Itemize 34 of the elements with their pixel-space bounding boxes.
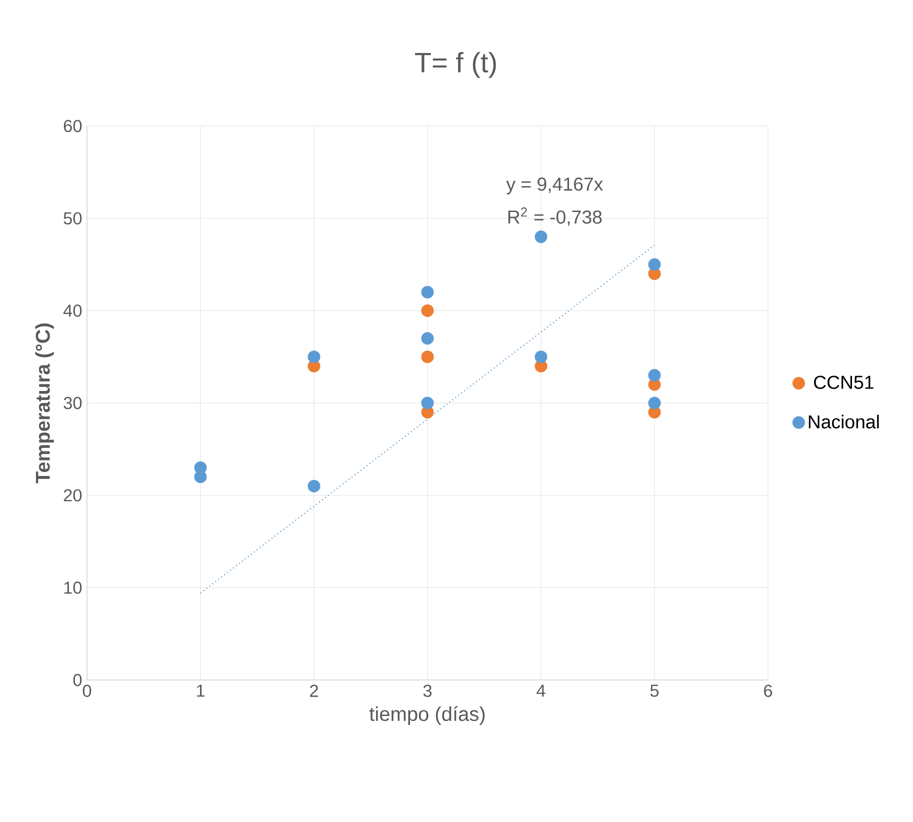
x-tick-label: 0	[82, 684, 92, 697]
point	[421, 332, 434, 345]
y-tick-label: 60	[64, 120, 82, 132]
point	[421, 396, 434, 410]
point	[194, 461, 207, 474]
y-tick-label: 50	[64, 212, 82, 224]
x-tick-label: 4	[536, 684, 546, 697]
point	[308, 480, 320, 492]
x-tick-label: 3	[423, 684, 432, 697]
point	[421, 304, 434, 317]
legend-label: CCN51	[814, 376, 874, 389]
point	[648, 396, 661, 410]
point	[648, 369, 661, 382]
point	[421, 350, 434, 364]
point	[648, 258, 661, 271]
point	[421, 286, 434, 298]
point	[308, 350, 320, 364]
x-axis-title: tiempo (días)	[369, 706, 485, 726]
point	[534, 350, 548, 364]
y-tick-label: 40	[63, 304, 82, 317]
chart-title: T= f (t)	[415, 52, 496, 78]
x-tick-label: 6	[764, 684, 772, 697]
x-tick-label: 2	[310, 684, 318, 697]
point	[534, 230, 548, 244]
legend-label: Nacional	[808, 414, 879, 428]
x-tick-label: 5	[650, 684, 659, 697]
y-tick-label: 20	[64, 489, 82, 502]
y-axis-title: Temperatura (°C)	[35, 324, 54, 484]
x-tick-label: 1	[197, 684, 204, 697]
y-tick-label: 0	[73, 674, 82, 686]
y-tick-label: 10	[64, 582, 82, 594]
annotation: R$^{2}$ = -0,738	[508, 207, 602, 226]
y-tick-label: 30	[64, 396, 82, 410]
annotation: y = 9,4167x	[506, 178, 603, 194]
